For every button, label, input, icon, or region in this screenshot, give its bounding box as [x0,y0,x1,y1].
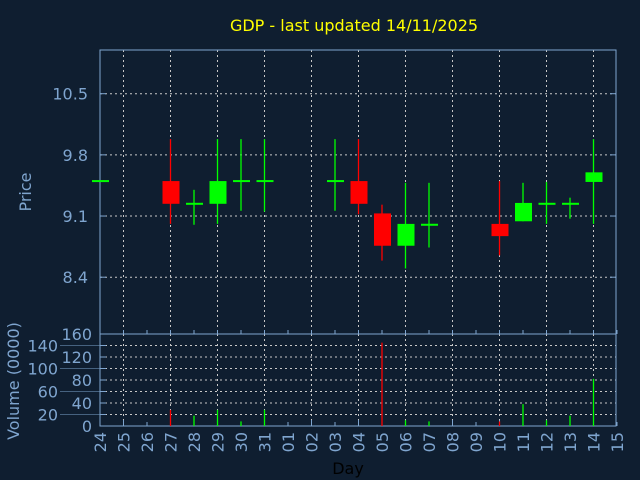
candle-body-29 [209,181,227,204]
x-tick-label: 26 [138,432,157,452]
x-tick-label: 03 [326,432,345,452]
x-tick-label: 28 [185,432,204,452]
volume-tick-label: 120 [61,348,92,367]
x-tick-label: 30 [232,432,251,452]
candle-body-04 [350,181,368,204]
volume-tick-label: 100 [27,360,58,379]
x-tick-label: 09 [467,432,486,452]
x-axis-label: Day [332,459,364,478]
candle-body-11 [515,202,532,222]
candle-body-24 [92,180,109,183]
candle-body-05 [374,213,391,246]
x-tick-label: 05 [373,432,392,452]
volume-tick-label: 40 [72,394,92,413]
x-tick-label: 06 [397,432,416,452]
candle-body-14 [585,172,603,182]
price-tick-label: 10.5 [52,85,88,104]
x-tick-label: 14 [585,432,604,452]
x-tick-label: 11 [514,432,533,452]
price-tick-label: 9.1 [63,207,88,226]
x-tick-label: 10 [491,432,510,452]
x-tick-label: 24 [91,432,110,452]
x-tick-label: 13 [561,432,580,452]
candle-body-12 [538,202,556,205]
x-tick-label: 01 [279,432,298,452]
x-tick-label: 07 [420,432,439,452]
volume-tick-label: 60 [38,383,58,402]
candle-body-10 [491,223,509,237]
x-tick-label: 29 [209,432,228,452]
volume-tick-label: 160 [61,325,92,344]
x-tick-label: 02 [303,432,322,452]
candle-body-03 [327,180,344,183]
candle-body-13 [562,202,579,205]
x-tick-label: 08 [444,432,463,452]
x-tick-label: 27 [162,432,181,452]
x-tick-label: 04 [350,432,369,452]
chart-title: GDP - last updated 14/11/2025 [230,16,478,35]
volume-axis-label: Volume (0000) [4,322,23,440]
price-tick-label: 9.8 [63,146,88,165]
x-tick-label: 25 [115,432,134,452]
x-tick-label: 31 [256,432,275,452]
volume-tick-label: 80 [72,371,92,390]
candle-body-30 [233,180,250,183]
candle-body-31 [256,180,274,183]
x-tick-label: 12 [538,432,557,452]
candle-body-06 [397,223,415,246]
volume-tick-label: 0 [82,417,92,436]
volume-tick-label: 20 [38,406,58,425]
price-tick-label: 8.4 [63,268,88,287]
volume-plot-frame [99,333,617,427]
volume-tick-label: 140 [27,337,58,356]
candle-body-07 [421,223,438,226]
x-tick-label: 15 [608,432,627,452]
candle-body-28 [186,202,203,205]
y-axis-label: Price [16,172,35,211]
candle-body-27 [162,181,180,204]
